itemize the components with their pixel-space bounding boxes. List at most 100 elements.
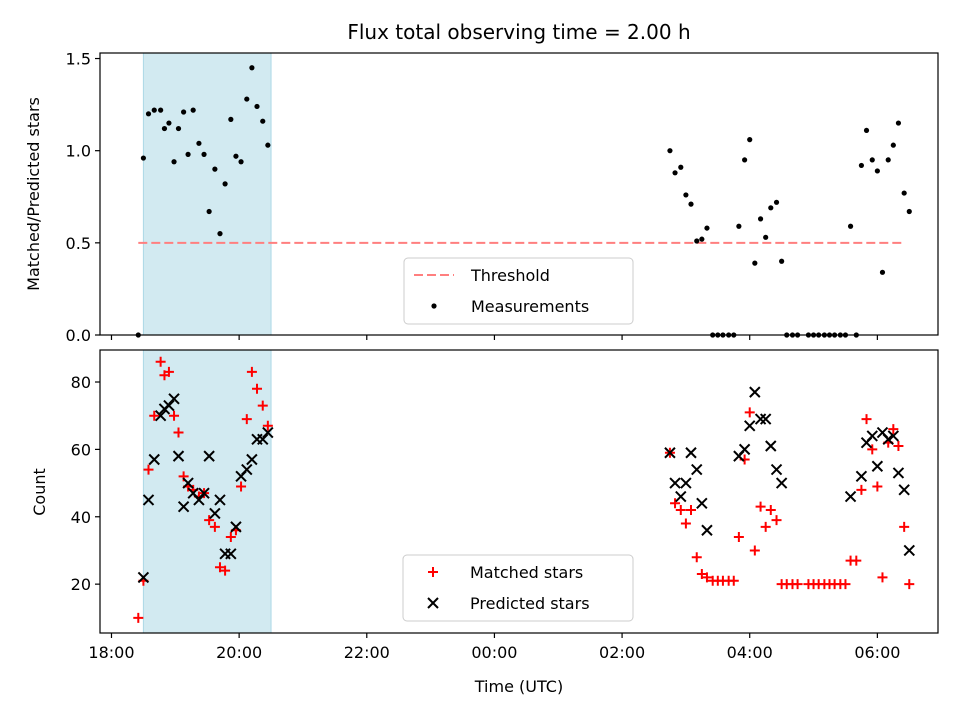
chart-title: Flux total observing time = 2.00 h [347, 20, 690, 44]
measurement-point [265, 142, 271, 148]
predicted-star-point [685, 447, 697, 459]
measurement-point [175, 125, 182, 132]
predicted-star-point [844, 490, 857, 503]
predicted-star-point [163, 399, 175, 412]
measurement-point [890, 142, 896, 148]
measurement-point [906, 208, 912, 215]
measurement-point [863, 127, 870, 134]
top-axes-frame [99, 52, 939, 336]
matched-star-point [225, 531, 236, 542]
matched-star-point [220, 565, 231, 576]
predicted-star-point [214, 494, 226, 506]
matched-star-point [252, 383, 263, 394]
measurement-point [212, 166, 218, 172]
legend-label: Predicted stars [470, 594, 590, 613]
matched-star-point [149, 410, 160, 421]
matched-star-point [680, 518, 691, 529]
top-observing-window-span [142, 52, 272, 336]
matched-star-point [262, 420, 273, 431]
measurement-point [228, 116, 234, 122]
predicted-star-point [148, 453, 160, 466]
measurement-point [158, 107, 164, 113]
matched-star-point [760, 521, 771, 532]
x-tick-label: 02:00 [599, 643, 645, 662]
predicted-star-point [887, 430, 900, 442]
x-tick-label: 22:00 [344, 643, 390, 662]
measurement-point [140, 155, 146, 161]
measurement-point [260, 118, 266, 124]
bottom-y-tick-label: 80 [71, 373, 91, 392]
matched-star-point [241, 414, 252, 425]
top-y-tick-label: 0.5 [66, 234, 91, 253]
x-tick-label: 20:00 [216, 643, 262, 662]
predicted-star-point [765, 440, 777, 452]
measurement-point [222, 181, 228, 187]
bottom-y-tick-label: 20 [71, 575, 91, 594]
matched-star-point [861, 414, 872, 425]
measurement-point [238, 159, 244, 165]
predicted-star-point [754, 413, 767, 425]
measurement-point [768, 205, 774, 211]
bottom-legend-box [402, 554, 634, 622]
measurement-point [672, 170, 678, 176]
measurement-point [858, 162, 865, 169]
predicted-star-point [230, 521, 242, 533]
measurement-point [879, 269, 886, 275]
predicted-star-point [198, 487, 210, 499]
bottom-legend: Matched stars Predicted stars [402, 554, 634, 622]
matched-star-point [701, 572, 712, 583]
matched-star-point [867, 444, 878, 455]
bottom-y-tick-label: 40 [71, 508, 91, 527]
measurement-point [190, 107, 196, 113]
measurement-point [895, 120, 902, 126]
top-legend: Threshold Measurements [403, 257, 634, 325]
predicted-star-point [172, 450, 185, 462]
measurement-point [699, 236, 705, 242]
measurement-point [901, 190, 907, 196]
x-tick-label: 04:00 [727, 643, 773, 662]
top-series-measurements [135, 65, 912, 338]
matched-star-point [236, 481, 247, 492]
matched-star-point [246, 366, 257, 377]
x-tick-label: 00:00 [471, 643, 517, 662]
top-legend-box [403, 257, 634, 325]
predicted-star-point [137, 571, 150, 584]
predicted-star-point [759, 413, 772, 425]
matched-star-point [840, 579, 851, 590]
matched-star-point [771, 515, 782, 526]
predicted-star-point [882, 433, 894, 445]
measurement-point [736, 223, 742, 229]
measurement-point [166, 120, 172, 126]
top-y-axis-label: Matched/Predicted stars [24, 97, 43, 291]
predicted-star-point [749, 386, 761, 398]
measurement-point [206, 208, 212, 215]
measurement-point [773, 199, 780, 205]
bottom-series-matched-stars [133, 356, 915, 623]
predicted-star-point [664, 447, 676, 459]
measurement-point [217, 231, 223, 237]
measurement-point [694, 238, 700, 244]
matched-star-point [877, 572, 888, 583]
measurement-point [683, 192, 689, 198]
measurement-point [201, 151, 207, 157]
top-y-tick-label: 1.5 [66, 50, 91, 69]
predicted-star-point [225, 548, 237, 560]
predicted-star-point [855, 470, 868, 483]
predicted-star-point [209, 507, 221, 520]
predicted-star-point [182, 477, 194, 489]
matched-star-point [744, 407, 755, 418]
measurement-point [249, 65, 255, 71]
x-tick-label: 06:00 [854, 643, 900, 662]
top-y-tick-label: 0.0 [66, 326, 91, 345]
legend-matched-handle [428, 567, 438, 577]
predicted-star-point [696, 497, 708, 509]
measurement-point [874, 168, 880, 174]
measurement-point [779, 258, 785, 264]
matched-star-point [888, 424, 899, 435]
predicted-star-point [738, 443, 751, 456]
predicted-star-point [168, 393, 180, 405]
predicted-star-point [203, 450, 215, 462]
predicted-star-point [866, 430, 878, 442]
legend-measurement-handle [431, 303, 437, 309]
matched-star-point [691, 552, 702, 563]
